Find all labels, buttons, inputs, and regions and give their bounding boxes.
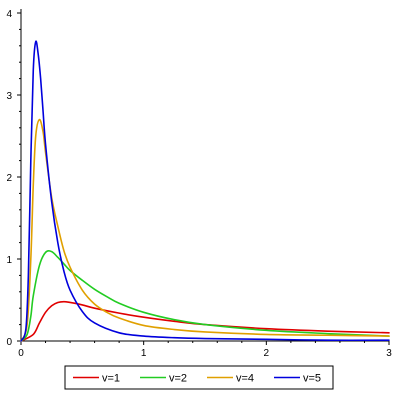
series-line-v=5 [20, 40, 390, 342]
legend-box [64, 365, 334, 390]
x-tick-label: 0 [18, 348, 24, 359]
y-tick-label: 2 [6, 173, 12, 184]
y-tick-label: 4 [6, 9, 12, 20]
series-lines [20, 40, 390, 342]
legend-label-v=2: v=2 [169, 373, 187, 385]
legend: v=1 v=2 v=4 v=5 [64, 365, 334, 390]
legend-label-v=4: v=4 [236, 373, 254, 385]
x-tick-label: 1 [141, 348, 147, 359]
y-ticks: 0 1 2 3 4 [6, 9, 21, 348]
x-ticks: 0 1 2 3 [18, 341, 392, 359]
series-line-v=2 [20, 250, 390, 342]
series-line-v=4 [20, 118, 390, 342]
x-tick-label: 3 [386, 348, 392, 359]
legend-label-v=5: v=5 [303, 373, 321, 385]
x-tick-label: 2 [264, 348, 270, 359]
y-tick-label: 0 [6, 337, 12, 348]
y-tick-label: 3 [6, 91, 12, 102]
y-tick-label: 1 [6, 255, 12, 266]
axes [20, 9, 389, 342]
legend-label-v=1: v=1 [102, 373, 120, 385]
